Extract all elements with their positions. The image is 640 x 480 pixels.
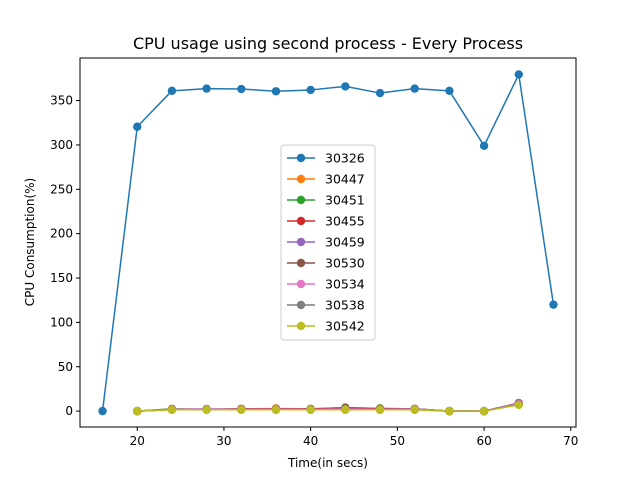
x-tick-label: 50 bbox=[390, 434, 405, 448]
data-point bbox=[202, 84, 211, 93]
data-point bbox=[375, 405, 385, 414]
legend-marker bbox=[296, 174, 306, 184]
legend-marker bbox=[296, 216, 306, 226]
y-tick-label: 0 bbox=[65, 404, 73, 418]
data-point bbox=[133, 122, 142, 131]
series-30326 bbox=[98, 70, 558, 416]
data-point bbox=[306, 405, 315, 414]
data-point bbox=[549, 300, 558, 309]
legend-label: 30451 bbox=[325, 193, 365, 208]
legend-item: 30542 bbox=[287, 319, 365, 334]
x-tick-label: 40 bbox=[303, 434, 318, 448]
y-tick-label: 150 bbox=[50, 271, 73, 285]
y-axis: 0 50 100 150 200 250 300 350 bbox=[50, 94, 80, 418]
data-point bbox=[271, 405, 281, 414]
x-axis-label: Time(in secs) bbox=[287, 456, 368, 470]
legend-marker bbox=[296, 258, 306, 268]
plot-area-frame bbox=[79, 57, 577, 428]
data-point bbox=[514, 70, 523, 79]
data-point bbox=[167, 405, 177, 414]
y-tick-label: 200 bbox=[50, 227, 73, 241]
legend-box bbox=[280, 144, 376, 341]
legend-marker bbox=[296, 300, 306, 310]
legend-item: 30455 bbox=[287, 214, 365, 229]
data-point bbox=[514, 400, 523, 410]
legend-item: 30459 bbox=[287, 235, 365, 250]
legend-marker bbox=[296, 321, 306, 331]
x-tick-label: 20 bbox=[130, 434, 145, 448]
legend-label: 30530 bbox=[325, 256, 365, 271]
y-tick-label: 100 bbox=[50, 315, 73, 329]
data-point bbox=[271, 87, 281, 96]
data-point bbox=[202, 405, 211, 414]
legend-label: 30326 bbox=[325, 151, 365, 166]
data-point bbox=[410, 405, 419, 414]
data-point bbox=[375, 88, 385, 98]
legend-item: 30530 bbox=[287, 256, 365, 271]
x-tick-label: 60 bbox=[476, 434, 491, 448]
legend-label: 30534 bbox=[325, 277, 365, 292]
data-point bbox=[306, 85, 315, 95]
data-point bbox=[341, 405, 350, 414]
series-line bbox=[137, 404, 519, 412]
legend-item: 30326 bbox=[287, 151, 365, 166]
data-point bbox=[237, 405, 246, 414]
legend-item: 30538 bbox=[287, 298, 365, 313]
legend-item: 30451 bbox=[287, 193, 365, 208]
data-point bbox=[479, 406, 489, 416]
data-point bbox=[133, 406, 142, 416]
data-point bbox=[479, 141, 489, 151]
data-point bbox=[237, 84, 246, 94]
data-point bbox=[167, 86, 177, 96]
plot-series bbox=[98, 70, 558, 416]
chart-title: CPU usage using second process - Every P… bbox=[133, 34, 523, 53]
y-tick-label: 250 bbox=[50, 182, 73, 196]
y-tick-label: 300 bbox=[50, 138, 73, 152]
legend-marker bbox=[296, 195, 306, 205]
legend-label: 30447 bbox=[325, 172, 365, 187]
legend-item: 30447 bbox=[287, 172, 365, 187]
x-tick-label: 70 bbox=[563, 434, 578, 448]
legend-label: 30538 bbox=[325, 298, 365, 313]
legend-label: 30459 bbox=[325, 235, 365, 250]
data-point bbox=[445, 86, 454, 96]
legend-marker bbox=[296, 237, 306, 247]
legend: 30326 30447 30451 30455 30459 30530 30534 30538… bbox=[280, 144, 376, 341]
legend-marker bbox=[296, 279, 306, 289]
legend-label: 30455 bbox=[325, 214, 365, 229]
x-tick-label: 30 bbox=[216, 434, 231, 448]
data-point bbox=[410, 84, 419, 93]
x-axis: 20 30 40 50 60 70 bbox=[130, 427, 578, 448]
series-line bbox=[101, 73, 555, 412]
y-axis-label: CPU Consumption(%) bbox=[23, 178, 37, 306]
series-30542 bbox=[133, 400, 523, 416]
legend-marker bbox=[296, 153, 306, 163]
legend-label: 30542 bbox=[325, 319, 365, 334]
legend-item: 30534 bbox=[287, 277, 365, 292]
data-point bbox=[98, 406, 107, 416]
y-tick-label: 50 bbox=[58, 360, 73, 374]
y-tick-label: 350 bbox=[50, 94, 73, 108]
data-point bbox=[445, 406, 454, 416]
data-point bbox=[341, 82, 350, 91]
